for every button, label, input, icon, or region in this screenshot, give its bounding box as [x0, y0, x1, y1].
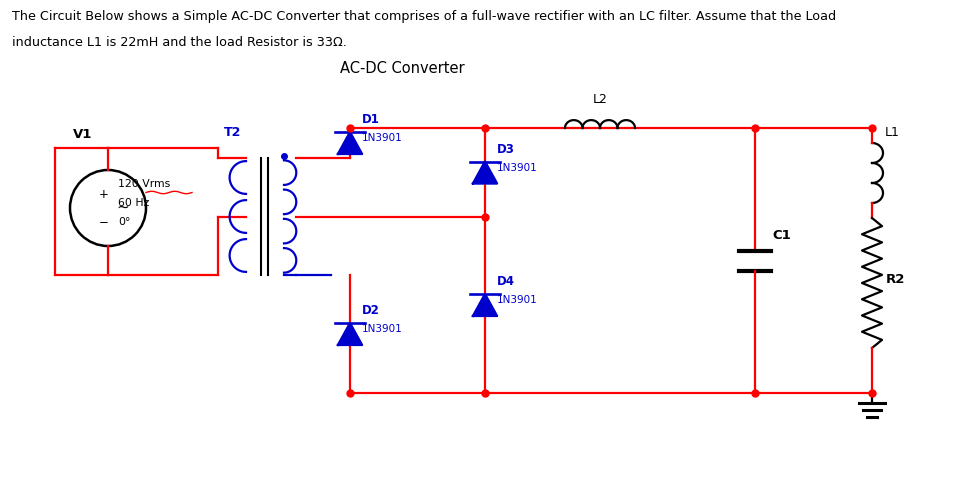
- Text: D4: D4: [497, 275, 515, 288]
- Text: inductance L1 is 22mH and the load Resistor is 33Ω.: inductance L1 is 22mH and the load Resis…: [12, 36, 347, 49]
- Text: C1: C1: [772, 229, 791, 242]
- Text: L2: L2: [593, 93, 607, 106]
- Text: 1N3901: 1N3901: [362, 133, 403, 143]
- Polygon shape: [338, 323, 362, 345]
- Polygon shape: [473, 161, 497, 184]
- Text: V1: V1: [73, 128, 93, 141]
- Text: R2: R2: [886, 273, 906, 286]
- Text: D3: D3: [497, 142, 515, 155]
- Text: L1: L1: [885, 126, 900, 139]
- Text: D2: D2: [362, 304, 380, 317]
- Text: T2: T2: [224, 126, 242, 139]
- Text: The Circuit Below shows a Simple AC-DC Converter that comprises of a full-wave r: The Circuit Below shows a Simple AC-DC C…: [12, 10, 837, 23]
- Text: 1N3901: 1N3901: [362, 324, 403, 334]
- Text: 120 Vrms: 120 Vrms: [118, 179, 171, 189]
- Polygon shape: [473, 294, 497, 316]
- Text: 60 Hz: 60 Hz: [118, 198, 149, 208]
- Text: 1N3901: 1N3901: [497, 162, 538, 173]
- Polygon shape: [338, 132, 362, 154]
- Text: −: −: [99, 215, 109, 228]
- Text: D1: D1: [362, 113, 380, 126]
- Text: 1N3901: 1N3901: [497, 295, 538, 305]
- Text: 0°: 0°: [118, 217, 131, 227]
- Text: +: +: [99, 188, 109, 201]
- Text: ~: ~: [117, 200, 130, 214]
- Text: AC-DC Converter: AC-DC Converter: [340, 61, 465, 76]
